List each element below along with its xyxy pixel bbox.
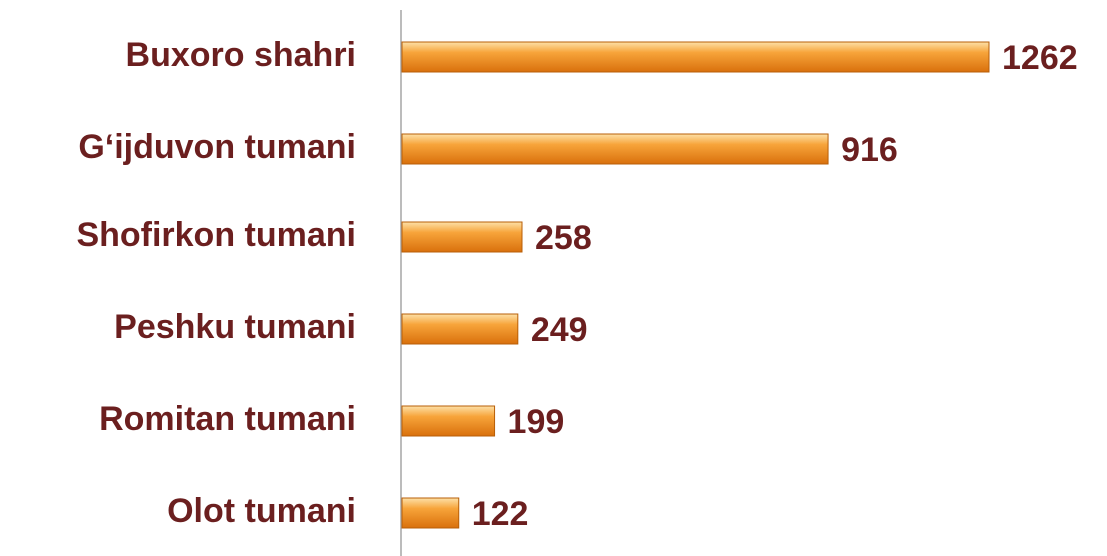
category-label: Shofirkon tumani (76, 216, 356, 254)
category-label: Olot tumani (167, 492, 356, 530)
bar (402, 406, 495, 436)
value-label: 199 (508, 403, 565, 441)
value-label: 122 (472, 495, 529, 533)
category-label: Peshku tumani (114, 308, 356, 346)
bar (402, 134, 828, 164)
value-label: 916 (841, 131, 898, 169)
category-label: G‘ijduvon tumani (78, 128, 356, 166)
category-label: Romitan tumani (99, 400, 356, 438)
value-label: 1262 (1002, 39, 1078, 77)
value-label: 249 (531, 311, 588, 349)
bar (402, 498, 459, 528)
bar (402, 314, 518, 344)
bar (402, 222, 522, 252)
bar (402, 42, 989, 72)
chart: Buxoro shahri 1262 G‘ijduvon tumani 916 Shof… (0, 0, 1107, 556)
category-label: Buxoro shahri (126, 36, 356, 74)
value-label: 258 (535, 219, 592, 257)
